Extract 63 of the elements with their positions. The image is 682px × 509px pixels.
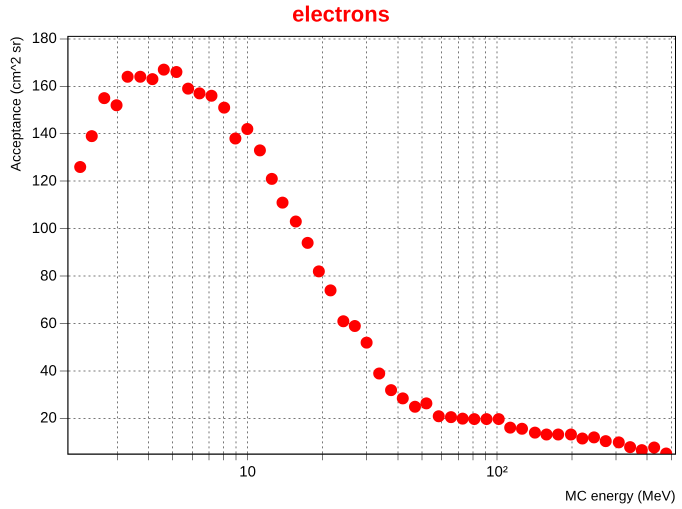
y-axis-title: Acceptance (cm^2 sr) [7,36,24,172]
point [122,70,134,83]
point [86,130,98,142]
point [445,411,457,424]
point [492,413,505,426]
point [396,392,409,404]
x-axis-title: MC energy (MeV) [565,487,676,504]
point [600,435,612,448]
point [170,66,182,78]
point [348,320,361,332]
y-tick-label: 180 [32,30,57,47]
point [588,431,600,444]
point [254,144,266,156]
point [624,441,636,454]
x-tick-label: 10 [239,463,256,480]
point [337,315,350,328]
y-tick-label: 20 [40,410,57,427]
point [636,444,648,454]
point [576,432,588,445]
y-tick-label: 160 [32,77,57,94]
point [98,92,110,104]
point [552,428,564,440]
point [373,367,386,380]
point [504,422,516,434]
point [290,216,302,228]
point [564,428,577,440]
point [218,102,230,114]
chart-title: electrons [292,1,390,26]
point [146,73,158,86]
point [480,413,493,426]
point [194,87,206,100]
point [276,196,289,209]
y-tick-label: 60 [40,314,57,332]
point [612,436,625,448]
point [516,422,528,435]
point [266,172,278,185]
point [408,400,421,413]
y-tick-label: 140 [32,124,57,142]
point [302,236,314,249]
point [420,397,432,410]
point [468,413,480,426]
y-tick-label: 100 [32,220,57,237]
point [241,122,254,135]
point [648,442,660,454]
point [110,99,123,112]
point [134,70,146,83]
y-tick-label: 40 [40,362,57,380]
point [360,336,373,349]
point [540,428,553,440]
point [205,90,218,102]
point [528,426,541,439]
point [312,265,325,278]
point [229,132,242,144]
point [385,384,398,396]
y-tick-label: 120 [32,172,57,190]
point [324,284,337,296]
point [432,410,445,422]
point [182,82,194,95]
point [158,64,170,76]
x-tick-label: 10² [486,463,508,480]
y-tick-label: 80 [40,267,57,284]
point [456,412,469,425]
point [74,160,86,173]
